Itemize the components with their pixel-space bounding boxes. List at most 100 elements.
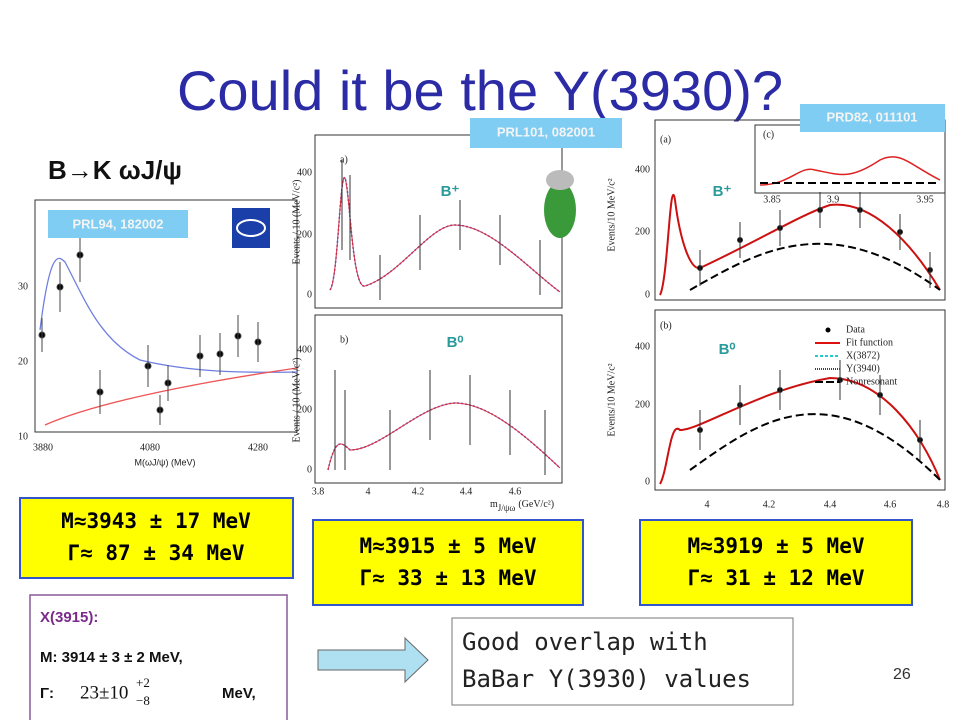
b10-bkg-b: [689, 413, 941, 481]
legend-label: Data: [846, 324, 865, 335]
belle-ref-box: [48, 210, 188, 238]
mascot: [544, 182, 576, 238]
x3915-width-value: 23±10: [80, 682, 128, 703]
belle-bkg: [44, 367, 298, 426]
y-tick-label: 0: [307, 289, 312, 300]
x-tick-label: 3880: [33, 442, 53, 453]
y-tick-label: 200: [635, 226, 650, 237]
x-tick-label: 3.8: [312, 486, 325, 497]
b10-frame-b: [654, 309, 946, 491]
belle-points: [38, 228, 262, 425]
belle-fit: [39, 257, 298, 373]
page-number: 26: [893, 666, 911, 683]
legend-label: Fit function: [846, 337, 893, 348]
x-tick-label: 4.6: [509, 486, 522, 497]
b08-x-label-sub: J/ψω: [498, 503, 516, 513]
conclusion-box: [451, 617, 794, 706]
legend-label: Nonresonant: [846, 376, 897, 387]
belle-logo-ring: [236, 219, 266, 237]
b10-bkg-a: [689, 242, 941, 291]
result-mass: M≈3919 ± 5 MeV: [687, 534, 864, 558]
legend-label: Y(3940): [846, 363, 880, 374]
result-box: [312, 519, 584, 606]
x-tick-label: 4.2: [412, 486, 425, 497]
b10-panel-c: (c): [763, 129, 774, 140]
x-tick-label: 4280: [248, 442, 268, 453]
x-tick-label: 3.85: [763, 194, 781, 205]
b10-charge-plus: B⁺: [713, 183, 732, 200]
x-tick-label: 4.2: [763, 499, 776, 510]
b08-x-label-unit: (GeV/c²): [518, 499, 554, 510]
y-tick-label: 0: [645, 289, 650, 300]
b08-frame-a: [314, 134, 563, 309]
conclusion-line: Good overlap with: [462, 628, 708, 656]
b08-y-label-b: Events / 10 (MeV/c²): [291, 358, 302, 443]
result-width: Γ≈ 87 ± 34 MeV: [67, 541, 244, 565]
x3915-width-minus: −8: [136, 693, 150, 708]
belle-ref: PRL94, 182002: [72, 216, 163, 231]
x3915-width-unit: MeV,: [222, 685, 256, 702]
y-tick-label: 400: [635, 341, 650, 352]
result-box: [19, 497, 294, 579]
arrow: [317, 636, 429, 684]
y-tick-label: 0: [645, 476, 650, 487]
x3915-width-label: Γ:: [40, 685, 54, 702]
belle-logo: [232, 208, 270, 248]
y-tick-label: 200: [297, 229, 312, 240]
x-tick-label: 4: [366, 486, 371, 497]
title: Could it be the Y(3930)?: [177, 59, 783, 122]
x3915-width-plus: +2: [136, 675, 150, 690]
y-tick-label: 30: [18, 281, 28, 292]
legend-label: X(3872): [846, 350, 880, 361]
b10-panel-a: (a): [660, 134, 671, 145]
b10-legend: Data Fit function X(3872) Y(3940) Nonresonan…: [815, 324, 897, 387]
b08-panel-b: b): [340, 334, 348, 345]
b08-panel-a: a): [340, 154, 348, 165]
b08-fit-b: [327, 402, 561, 471]
result-box: [639, 519, 913, 606]
result-mass: M≈3943 ± 17 MeV: [61, 509, 251, 533]
b10-ref-box: [800, 104, 945, 132]
x-tick-label: 4.4: [824, 499, 837, 510]
x3915-mass: M: 3914 ± 3 ± 2 MeV,: [40, 649, 183, 666]
y-tick-label: 400: [297, 344, 312, 355]
b08-fit-a: [329, 177, 561, 293]
y-tick-label: 10: [18, 431, 28, 442]
b08-ref: PRL101, 082001: [497, 124, 595, 139]
x-tick-label: 3.95: [916, 194, 934, 205]
b08-charge-plus: B⁺: [441, 183, 460, 200]
x-tick-label: 4.4: [460, 486, 473, 497]
belle-x-label: M(ωJ/ψ) (MeV): [135, 457, 196, 467]
b08-ref-box: [470, 118, 622, 148]
b08-charge-zero: B⁰: [447, 334, 464, 351]
b10-y-label-a: Events/10 MeV/c²: [606, 178, 617, 251]
x3915-name: X(3915):: [40, 609, 98, 626]
b10-inset: [754, 124, 946, 194]
x-tick-label: 3.9: [827, 194, 840, 205]
y-tick-label: 400: [635, 164, 650, 175]
belle-frame: [34, 199, 298, 433]
b08-error-bars: [334, 160, 546, 475]
b10-fit-a: [659, 194, 941, 296]
b08-x-label: mJ/ψω (GeV/c²): [490, 499, 554, 513]
b08-fit-b-blue: [327, 402, 561, 471]
y-tick-label: 20: [18, 356, 28, 367]
b10-ref: PRD82, 011101: [826, 109, 917, 124]
y-tick-label: 0: [307, 464, 312, 475]
x-tick-label: 4080: [140, 442, 160, 453]
b08-x-label-m: m: [490, 499, 498, 510]
result-mass: M≈3915 ± 5 MeV: [359, 534, 536, 558]
y-tick-label: 400: [297, 167, 312, 178]
x3915-box: [29, 594, 288, 720]
b10-points: [697, 192, 933, 460]
decay: B→K ωJ/ψ: [48, 155, 182, 185]
x-tick-label: 4.8: [937, 499, 950, 510]
b10-fit-b: [659, 376, 941, 485]
b08-y-label-a: Events / 10 (MeV/c²): [291, 180, 302, 265]
result-width: Γ≈ 33 ± 13 MeV: [359, 566, 536, 590]
b08-frame-b: [314, 314, 563, 484]
x-tick-label: 4.6: [884, 499, 897, 510]
b10-y-label-b: Events/10 MeV/c²: [606, 363, 617, 436]
